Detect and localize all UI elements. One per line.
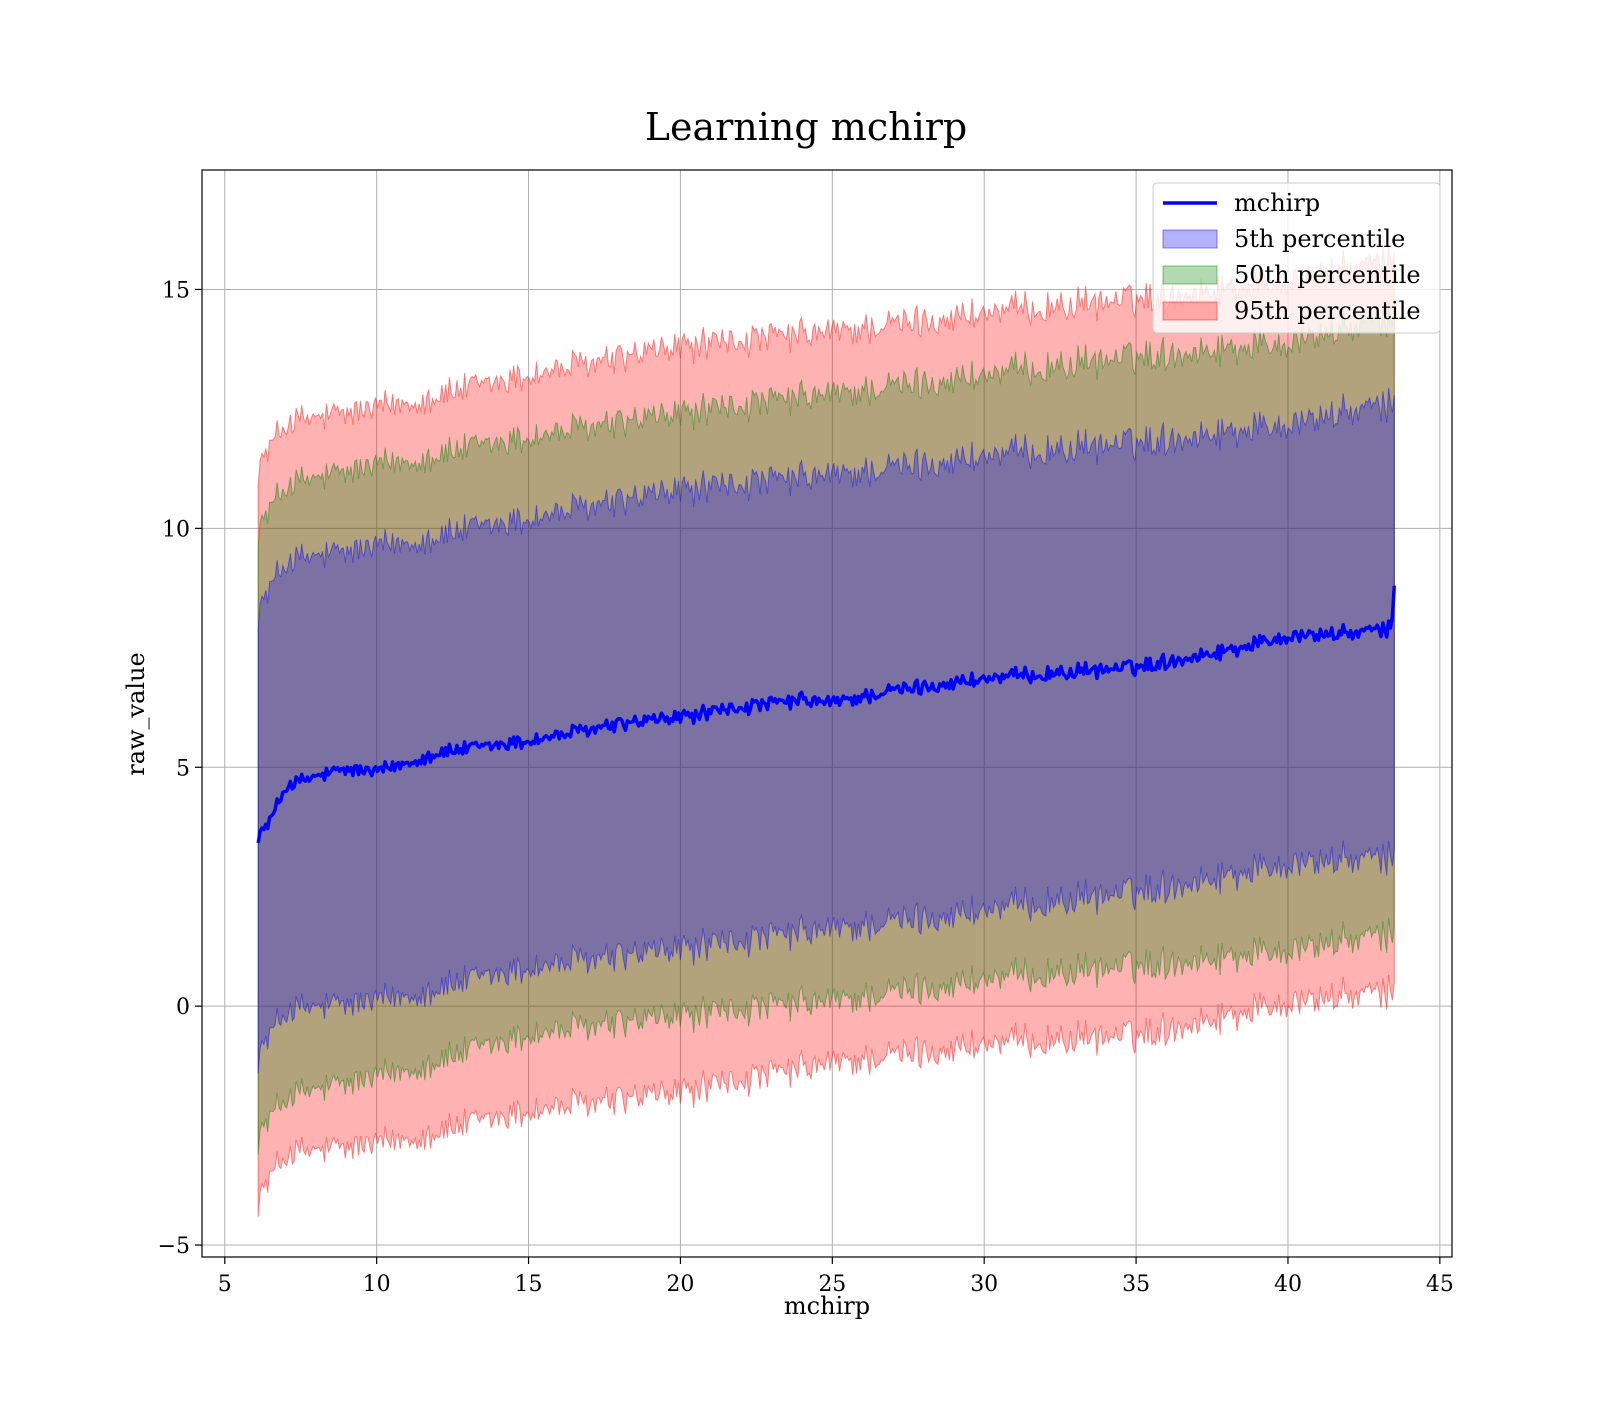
y-tick-label: 0 [176,995,190,1020]
legend-swatch-patch [1162,301,1218,321]
x-tick-label: 10 [363,1272,391,1297]
x-tick-label: 15 [515,1272,543,1297]
y-tick-label: 5 [176,756,190,781]
y-axis-label: raw_value [122,652,150,776]
legend-label: 95th percentile [1234,297,1421,325]
x-tick-label: 25 [818,1272,846,1297]
x-tick-label: 45 [1426,1272,1454,1297]
x-tick-label: 5 [218,1272,232,1297]
legend-items: mchirp 5th percentile 50th percentile 95th … [1162,189,1421,325]
legend-swatch-patch [1162,265,1218,285]
y-tick-label: 15 [162,278,190,303]
plot-frame [201,169,1453,1258]
x-axis-label: mchirp [784,1292,870,1320]
x-axis-ticks: 5 10 15 20 25 30 35 40 45 [218,1257,1454,1297]
chart-title: Learning mchirp [645,105,967,149]
x-tick-label: 30 [970,1272,998,1297]
legend-swatch-patch [1162,229,1218,249]
line-mchirp [256,585,1397,844]
legend-label: mchirp [1234,189,1320,217]
legend: mchirp 5th percentile 50th percentile 95th … [1152,182,1441,334]
x-tick-label: 20 [666,1272,694,1297]
x-tick-label: 35 [1122,1272,1150,1297]
y-axis-ticks: −5 0 5 10 15 [158,278,202,1259]
series-lines [256,585,1397,844]
legend-box [1152,182,1441,334]
y-tick-label: 10 [162,517,190,542]
band-95th-percentile [257,244,1395,1217]
legend-label: 50th percentile [1234,261,1421,289]
percentile-bands [257,244,1395,1217]
band-5th-percentile [257,387,1395,1074]
y-tick-label: −5 [158,1234,190,1259]
legend-label: 5th percentile [1234,225,1405,253]
x-tick-label: 40 [1274,1272,1302,1297]
band-50th-percentile [257,301,1395,1155]
